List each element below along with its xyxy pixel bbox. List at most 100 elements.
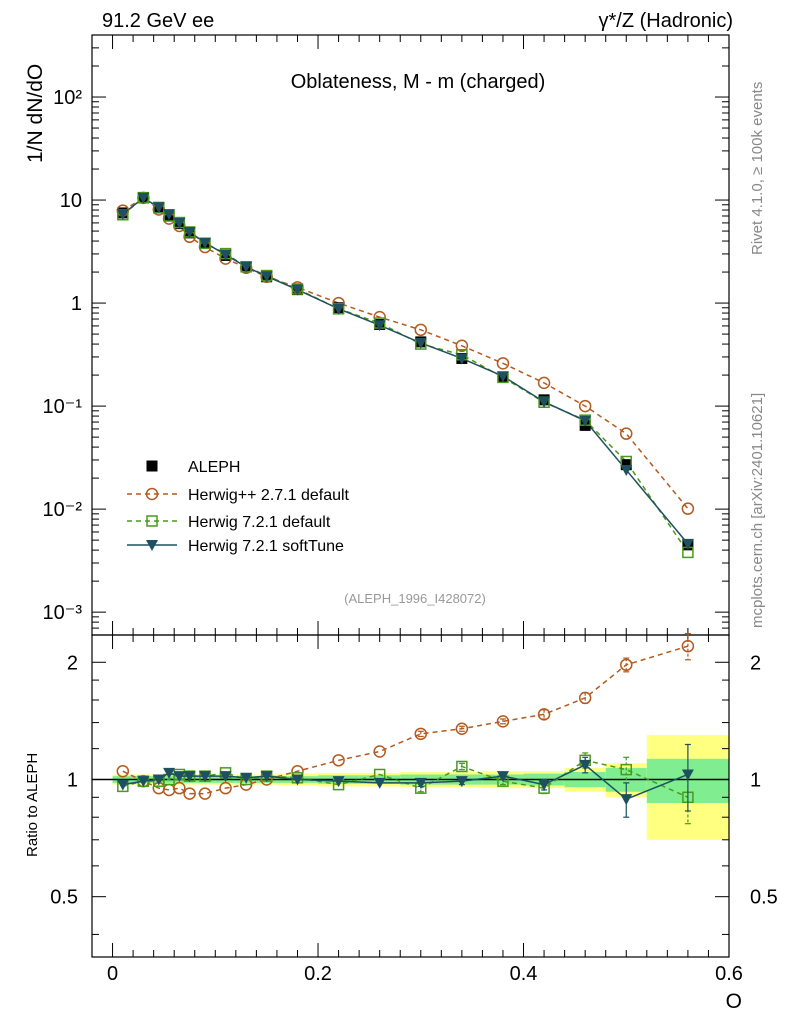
ratio-axis-label: Ratio to ALEPH — [24, 753, 41, 857]
ratio-marker — [620, 763, 633, 776]
rivet-label: Rivet 4.1.0, ≥ 100k events — [749, 82, 766, 255]
ratio-line-square — [122, 759, 689, 798]
legend-label: Herwig 7.2.1 softTune — [188, 538, 344, 555]
ratio-line-circle — [122, 645, 689, 795]
ratio-marker — [332, 776, 345, 788]
main-marker — [332, 303, 345, 315]
legend-label: ALEPH — [188, 459, 240, 476]
main-marker — [240, 261, 253, 273]
y-axis-label: 1/N dN/dO — [24, 64, 47, 163]
ratio-marker — [537, 708, 551, 721]
ratio-marker — [373, 777, 386, 789]
y-tick-label: 10 — [60, 190, 82, 212]
ratio-tick-label: 0.5 — [50, 887, 78, 909]
y-tick-label: 10² — [53, 87, 82, 109]
main-markers-triangle — [116, 192, 694, 550]
ratio-marker — [116, 764, 130, 778]
ratio-series-triangle — [116, 743, 694, 818]
ratio-marker — [137, 776, 150, 788]
plot-title: Oblateness, M - m (charged) — [291, 71, 546, 93]
main-marker — [116, 209, 129, 221]
main-marker — [199, 237, 212, 249]
ratio-marker — [163, 767, 176, 779]
main-marker — [681, 538, 694, 550]
x-tick-label: 0.2 — [304, 963, 332, 985]
ratio-marker — [455, 722, 469, 735]
energy-label: 91.2 GeV ee — [102, 10, 214, 32]
ratio-marker — [456, 760, 468, 773]
ratio-marker — [198, 787, 212, 800]
ratio-marker — [681, 639, 695, 653]
ratio-marker — [240, 772, 253, 784]
ratio-frame — [91, 634, 730, 958]
main-marker — [579, 415, 592, 427]
x-tick-label: 0.4 — [510, 963, 538, 985]
ratio-tick-label: 2 — [67, 652, 78, 674]
ratio-marker — [620, 794, 633, 806]
main-marker — [578, 399, 592, 413]
ratio-marker — [291, 774, 304, 786]
ratio-marker — [538, 779, 551, 791]
legend-marker — [146, 515, 158, 527]
legend-marker — [146, 460, 158, 472]
process-label: γ*/Z (Hadronic) — [599, 10, 733, 32]
ratio-marker — [183, 787, 196, 800]
ratio-marker — [455, 776, 468, 788]
main-marker — [681, 502, 695, 515]
ratio-marker — [173, 771, 186, 783]
ratio-marker — [579, 759, 592, 771]
main-marker — [260, 271, 273, 283]
ratio-marker — [681, 769, 694, 781]
ratio-marker — [620, 658, 633, 672]
x-tick-label: 0.6 — [715, 963, 743, 985]
main-marker — [414, 337, 427, 349]
ratio-marker — [578, 691, 592, 705]
main-marker — [455, 353, 468, 365]
legend: ALEPH Herwig++ 2.7.1 default Herwig 7.2.1 … — [127, 459, 350, 555]
ratio-marker — [116, 779, 129, 791]
ratio-marker — [219, 771, 232, 783]
ratio-marker — [414, 727, 428, 741]
main-marker — [414, 323, 428, 337]
ratio-marker — [496, 715, 510, 728]
series-circle — [122, 196, 689, 510]
ratio-marker — [414, 777, 427, 789]
ratio-marker — [496, 771, 509, 783]
ratio-tick-label: 1 — [67, 769, 78, 791]
main-marker — [163, 209, 176, 221]
ratio-marker — [183, 771, 196, 783]
main-line-circle — [122, 196, 689, 510]
y-tick-label: 10⁻³ — [43, 602, 83, 624]
x-tick-label: 0 — [107, 963, 118, 985]
y-tick-label: 1 — [71, 293, 82, 315]
legend-marker — [145, 487, 159, 501]
main-marker — [291, 284, 304, 296]
data-point — [620, 459, 632, 471]
ratio-tick-label-right: 1 — [750, 769, 761, 791]
y-tick-label: 10⁻² — [43, 499, 83, 521]
main-marker — [620, 464, 633, 476]
main-marker — [496, 357, 510, 370]
analysis-tag: (ALEPH_1996_I428072) — [344, 591, 486, 606]
ratio-marker — [332, 754, 345, 767]
main-marker — [455, 339, 469, 353]
ratio-marker — [373, 745, 386, 758]
main-marker — [152, 202, 165, 214]
mcplots-label: mcplots.cern.ch [arXiv:2401.10621] — [749, 393, 766, 628]
main-marker — [537, 376, 551, 390]
main-marker — [538, 396, 551, 408]
ratio-marker — [199, 771, 212, 783]
ratio-tick-label-right: 2 — [750, 652, 761, 674]
main-marker — [373, 320, 386, 332]
main-marker — [620, 427, 633, 440]
legend-label: Herwig 7.2.1 default — [188, 514, 331, 531]
legend-marker — [146, 540, 158, 551]
y-tick-label: 10⁻¹ — [43, 396, 83, 418]
main-marker — [137, 192, 150, 204]
main-marker — [219, 249, 232, 261]
ratio-marker — [219, 781, 232, 795]
legend-label: Herwig++ 2.7.1 default — [188, 487, 350, 504]
main-marker — [183, 226, 196, 238]
main-marker — [173, 217, 186, 229]
